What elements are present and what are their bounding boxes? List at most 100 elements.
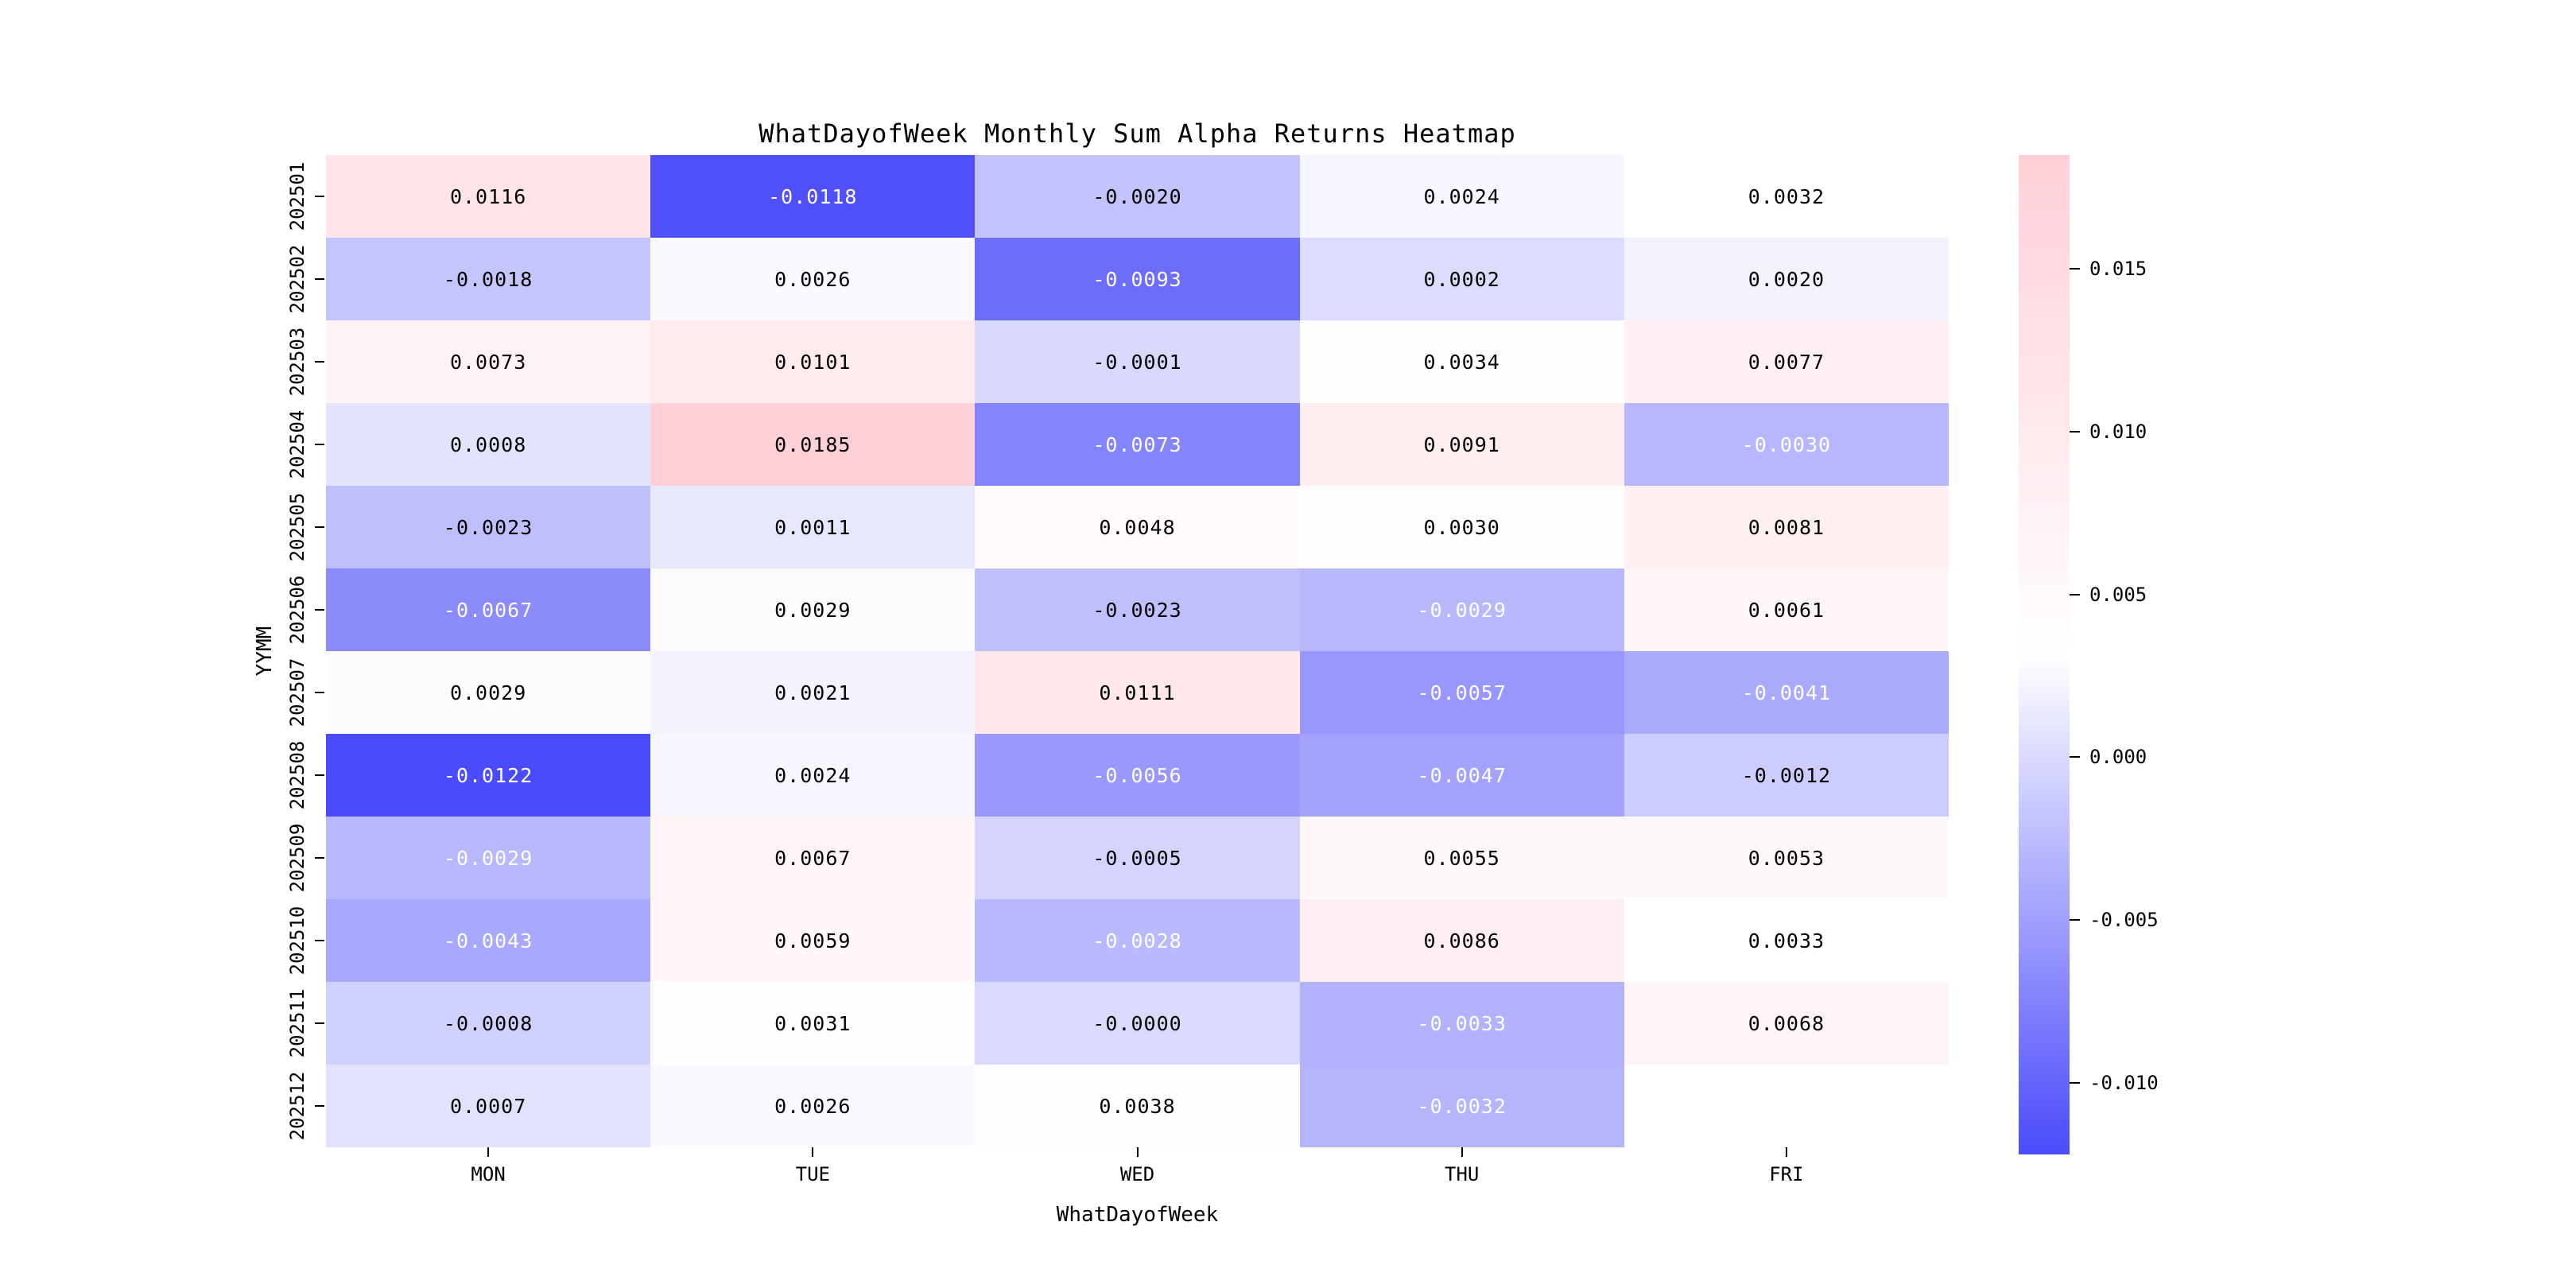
x-tick — [1461, 1147, 1463, 1157]
y-tick-label: 202507 — [286, 658, 308, 727]
colorbar-tick — [2070, 431, 2080, 433]
heatmap-cell: -0.0000 — [975, 982, 1300, 1065]
heatmap-cell: 0.0033 — [1624, 899, 1949, 982]
y-tick-label: 202508 — [286, 740, 308, 810]
heatmap-cell: 0.0077 — [1624, 320, 1949, 403]
y-tick — [315, 857, 324, 859]
heatmap-cell: 0.0101 — [650, 320, 976, 403]
heatmap-cell: -0.0020 — [975, 155, 1300, 238]
heatmap-cell: 0.0111 — [975, 651, 1300, 734]
heatmap-cell: 0.0059 — [650, 899, 976, 982]
colorbar-tick — [2070, 1081, 2080, 1084]
heatmap-cell: 0.0073 — [326, 320, 651, 403]
heatmap-cell: 0.0032 — [1624, 155, 1949, 238]
heatmap-cell: 0.0053 — [1624, 817, 1949, 899]
heatmap-cell: 0.0091 — [1299, 403, 1624, 486]
heatmap-cell: -0.0018 — [326, 238, 651, 320]
x-axis-label: WhatDayofWeek — [1056, 1203, 1219, 1227]
heatmap-cell: 0.0008 — [326, 403, 651, 486]
heatmap-cell: -0.0067 — [326, 568, 651, 651]
heatmap-cell: -0.0028 — [975, 899, 1300, 982]
heatmap-cell — [1624, 1065, 1949, 1147]
y-tick-label: 202502 — [286, 244, 308, 314]
colorbar-tick — [2070, 756, 2080, 758]
x-tick-label: THU — [1445, 1163, 1480, 1185]
heatmap-cell: 0.0007 — [326, 1065, 651, 1147]
y-axis-label: YYMM — [253, 626, 277, 677]
heatmap-cell: -0.0023 — [326, 486, 651, 568]
heatmap-cell: -0.0029 — [1299, 568, 1624, 651]
y-tick — [315, 278, 324, 280]
heatmap-cell: 0.0081 — [1624, 486, 1949, 568]
heatmap-cell: -0.0001 — [975, 320, 1300, 403]
heatmap-cell: -0.0043 — [326, 899, 651, 982]
heatmap-cell: -0.0005 — [975, 817, 1300, 899]
heatmap-cell: 0.0068 — [1624, 982, 1949, 1065]
x-tick — [487, 1147, 490, 1157]
colorbar-gradient — [2019, 155, 2070, 1154]
heatmap-cell: -0.0023 — [975, 568, 1300, 651]
heatmap-cell: -0.0057 — [1299, 651, 1624, 734]
colorbar-tick-label: 0.005 — [2089, 583, 2147, 606]
heatmap-cell: 0.0055 — [1299, 817, 1624, 899]
y-tick-label: 202511 — [286, 988, 308, 1058]
y-tick-label: 202504 — [286, 409, 308, 479]
heatmap-cell: 0.0061 — [1624, 568, 1949, 651]
y-tick-label: 202509 — [286, 823, 308, 893]
heatmap-cell: -0.0118 — [650, 155, 976, 238]
heatmap-cell: -0.0047 — [1299, 734, 1624, 817]
heatmap-cell: 0.0086 — [1299, 899, 1624, 982]
y-tick — [315, 692, 324, 693]
y-tick-label: 202510 — [286, 906, 308, 976]
heatmap-cell: 0.0029 — [326, 651, 651, 734]
heatmap-cell: 0.0026 — [650, 1065, 976, 1147]
colorbar-tick-label: 0.000 — [2089, 746, 2147, 769]
colorbar-tick — [2070, 593, 2080, 596]
heatmap-cell: 0.0031 — [650, 982, 976, 1065]
x-tick — [812, 1147, 814, 1157]
heatmap-cell: -0.0012 — [1624, 734, 1949, 817]
x-tick-label: FRI — [1769, 1163, 1804, 1185]
heatmap-cell: -0.0008 — [326, 982, 651, 1065]
x-tick — [1136, 1147, 1139, 1157]
y-tick — [315, 1105, 324, 1107]
y-tick — [315, 940, 324, 941]
x-tick — [1785, 1147, 1787, 1157]
y-tick-label: 202501 — [286, 161, 308, 231]
y-tick — [315, 609, 324, 611]
heatmap-cell: -0.0073 — [975, 403, 1300, 486]
heatmap-cell: 0.0030 — [1299, 486, 1624, 568]
colorbar-tick — [2070, 268, 2080, 270]
colorbar-tick — [2070, 919, 2080, 921]
heatmap-cell: -0.0033 — [1299, 982, 1624, 1065]
y-tick — [315, 526, 324, 528]
heatmap-cell: -0.0056 — [975, 734, 1300, 817]
colorbar-tick-label: -0.005 — [2089, 909, 2159, 932]
y-tick — [315, 774, 324, 776]
heatmap-cell: 0.0038 — [975, 1065, 1300, 1147]
heatmap-cell: 0.0020 — [1624, 238, 1949, 320]
chart-title: WhatDayofWeek Monthly Sum Alpha Returns … — [758, 118, 1516, 149]
heatmap-grid: 0.0116 -0.0118 -0.0020 0.0024 0.0032 -0.0018 0… — [326, 155, 1949, 1147]
heatmap-cell: 0.0029 — [650, 568, 976, 651]
colorbar-tick-label: -0.010 — [2089, 1071, 2159, 1094]
y-tick-label: 202505 — [286, 492, 308, 562]
heatmap-cell: 0.0024 — [650, 734, 976, 817]
y-tick-label: 202512 — [286, 1071, 308, 1141]
colorbar-tick-label: 0.015 — [2089, 258, 2147, 281]
y-tick — [315, 196, 324, 197]
heatmap-cell: 0.0024 — [1299, 155, 1624, 238]
heatmap-cell: 0.0011 — [650, 486, 976, 568]
y-tick — [315, 444, 324, 445]
heatmap-cell: -0.0030 — [1624, 403, 1949, 486]
heatmap-cell: 0.0067 — [650, 817, 976, 899]
heatmap-cell: -0.0093 — [975, 238, 1300, 320]
colorbar-tick-label: 0.010 — [2089, 421, 2147, 444]
heatmap-cell: -0.0041 — [1624, 651, 1949, 734]
x-tick-label: WED — [1119, 1163, 1155, 1185]
heatmap-cell: 0.0034 — [1299, 320, 1624, 403]
y-tick-label: 202506 — [286, 575, 308, 645]
heatmap-cell: 0.0021 — [650, 651, 976, 734]
heatmap-cell: -0.0032 — [1299, 1065, 1624, 1147]
